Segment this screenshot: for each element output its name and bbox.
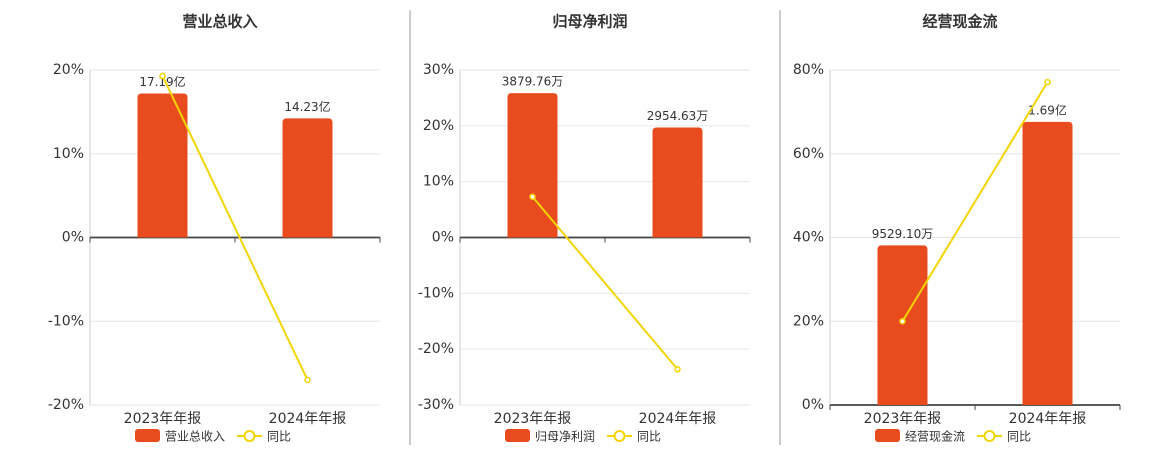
y-tick-label: -20%: [48, 397, 84, 413]
line-point: [304, 376, 311, 384]
value-label: 9529.10万: [872, 227, 934, 241]
y-tick-label: 80%: [793, 62, 824, 78]
y-tick-label: 10%: [423, 174, 454, 190]
bar: [1022, 121, 1073, 406]
y-tick-label: 0%: [432, 230, 454, 246]
y-tick-label: -10%: [48, 313, 84, 329]
value-label: 1.69亿: [1028, 102, 1067, 117]
value-label: 14.23亿: [284, 99, 330, 114]
y-tick-label: 0%: [802, 397, 824, 413]
y-tick-label: 30%: [423, 62, 454, 78]
bar: [877, 245, 928, 405]
y-tick-label: 10%: [53, 146, 84, 162]
chart-title: 营业总收入: [182, 13, 257, 31]
value-label: 3879.76万: [502, 75, 564, 89]
y-tick-label: 20%: [423, 118, 454, 134]
legend-label: 同比: [267, 430, 291, 444]
legend-swatch: [875, 429, 900, 442]
line-point: [159, 72, 166, 80]
legend-swatch: [983, 430, 996, 442]
legend-swatch: [505, 429, 530, 442]
line: [531, 196, 679, 370]
x-tick-label: 2024年年报: [269, 411, 347, 427]
bar: [652, 127, 703, 238]
value-label: 17.19亿: [139, 74, 185, 89]
bar: [137, 93, 188, 238]
y-tick-label: 0%: [62, 230, 84, 246]
x-tick-label: 2023年年报: [124, 411, 202, 427]
line-point: [529, 193, 536, 200]
y-tick-label: -10%: [418, 285, 454, 301]
legend-label: 营业总收入: [165, 430, 225, 444]
x-tick-label: 2023年年报: [494, 411, 572, 427]
y-tick-label: 20%: [53, 62, 84, 78]
legend-swatch: [135, 429, 160, 442]
legend-swatch: [613, 430, 626, 442]
legend-swatch: [243, 430, 256, 442]
legend-label: 同比: [637, 430, 661, 444]
y-tick-label: 20%: [793, 313, 824, 329]
bar: [282, 118, 333, 238]
legend-label: 同比: [1007, 430, 1031, 444]
line: [901, 81, 1049, 322]
legend-label: 经营现金流: [905, 429, 965, 444]
y-tick-label: 60%: [793, 146, 824, 162]
y-tick-label: -20%: [418, 341, 454, 357]
legend-label: 归母净利润: [535, 430, 595, 444]
bar: [507, 93, 558, 238]
chart-title: 经营现金流: [922, 13, 997, 31]
y-tick-label: -30%: [418, 397, 454, 413]
x-tick-label: 2023年年报: [864, 411, 942, 427]
x-tick-label: 2024年年报: [639, 411, 717, 427]
line: [161, 75, 309, 381]
line-point: [899, 318, 906, 325]
line-point: [674, 366, 681, 373]
y-tick-label: 40%: [793, 230, 824, 246]
line-point: [1044, 78, 1051, 86]
chart-title: 归母净利润: [552, 13, 627, 31]
x-tick-label: 2024年年报: [1009, 411, 1087, 427]
value-label: 2954.63万: [647, 109, 709, 123]
